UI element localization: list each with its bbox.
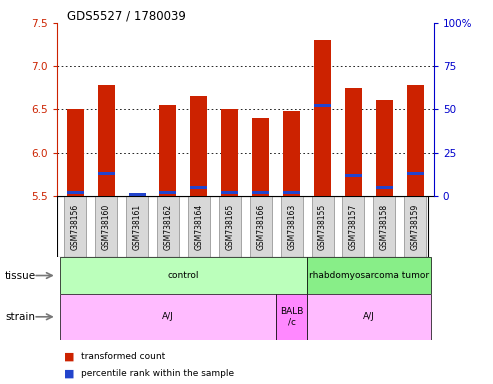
Bar	[60, 294, 276, 340]
Text: GSM738165: GSM738165	[225, 204, 234, 250]
Bar	[60, 257, 307, 294]
Bar	[221, 191, 238, 194]
Text: A/J: A/J	[162, 312, 174, 321]
Bar	[281, 196, 303, 257]
Text: tissue: tissue	[5, 270, 36, 281]
Bar	[345, 174, 362, 177]
Bar	[67, 109, 84, 196]
Text: A/J: A/J	[363, 312, 375, 321]
Bar	[314, 104, 331, 108]
Text: GSM738166: GSM738166	[256, 204, 265, 250]
Bar	[373, 196, 395, 257]
Text: GSM738160: GSM738160	[102, 204, 110, 250]
Bar	[376, 100, 393, 196]
Text: percentile rank within the sample: percentile rank within the sample	[81, 369, 235, 378]
Bar	[188, 196, 210, 257]
Text: GSM738156: GSM738156	[70, 204, 80, 250]
Bar	[307, 257, 431, 294]
Bar	[283, 191, 300, 194]
Text: GSM738158: GSM738158	[380, 204, 389, 250]
Bar	[67, 191, 84, 194]
Text: GSM738159: GSM738159	[411, 204, 420, 250]
Bar	[307, 294, 431, 340]
Bar	[159, 105, 176, 196]
Bar	[252, 118, 269, 196]
Bar	[283, 111, 300, 196]
Bar	[157, 196, 179, 257]
Text: GDS5527 / 1780039: GDS5527 / 1780039	[67, 10, 185, 23]
Bar	[314, 40, 331, 196]
Bar	[95, 196, 117, 257]
Text: strain: strain	[5, 312, 35, 322]
Bar	[252, 191, 269, 194]
Bar	[343, 196, 364, 257]
Bar	[407, 85, 424, 196]
Text: GSM738155: GSM738155	[318, 204, 327, 250]
Bar	[407, 172, 424, 175]
Text: GSM738157: GSM738157	[349, 204, 358, 250]
Bar	[404, 196, 426, 257]
Text: control: control	[168, 271, 199, 280]
Text: BALB
/c: BALB /c	[280, 307, 303, 326]
Bar	[312, 196, 334, 257]
Bar	[126, 196, 148, 257]
Text: transformed count: transformed count	[81, 352, 166, 361]
Bar	[345, 88, 362, 196]
Bar	[190, 96, 208, 196]
Text: GSM738162: GSM738162	[164, 204, 173, 250]
Text: rhabdomyosarcoma tumor: rhabdomyosarcoma tumor	[309, 271, 429, 280]
Bar	[129, 194, 145, 196]
Text: GSM738163: GSM738163	[287, 204, 296, 250]
Bar	[190, 186, 208, 189]
Text: ■: ■	[64, 368, 74, 378]
Bar	[64, 196, 86, 257]
Bar	[98, 172, 115, 175]
Bar	[250, 196, 272, 257]
Text: ■: ■	[64, 351, 74, 361]
Bar	[276, 294, 307, 340]
Bar	[159, 191, 176, 194]
Text: GSM738161: GSM738161	[133, 204, 141, 250]
Bar	[221, 109, 238, 196]
Bar	[376, 186, 393, 189]
Text: GSM738164: GSM738164	[194, 204, 204, 250]
Bar	[98, 85, 115, 196]
Bar	[129, 193, 145, 195]
Bar	[219, 196, 241, 257]
